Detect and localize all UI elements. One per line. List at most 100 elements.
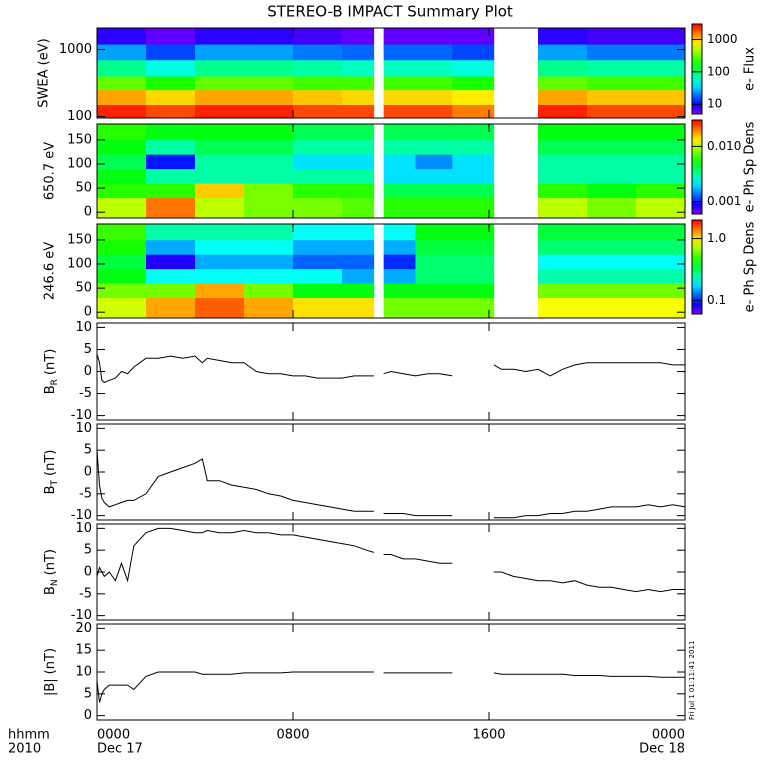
heat-cell [195, 283, 245, 299]
data-line [493, 672, 685, 678]
heat-cell [587, 254, 637, 270]
heat-cell [146, 283, 196, 299]
heat-cell [146, 168, 196, 184]
data-line [493, 362, 685, 377]
heat-cell [195, 168, 245, 184]
heat-cell [244, 124, 294, 141]
heat-cell [415, 124, 453, 141]
heat-cell [97, 168, 147, 184]
heat-cell [383, 168, 416, 184]
heat-cell [293, 139, 343, 155]
heat-cell [244, 59, 294, 77]
data-line [96, 450, 374, 512]
y-tick-label: -5 [79, 586, 92, 601]
heat-cell [146, 124, 196, 141]
panel-frame [96, 223, 686, 319]
heat-cell [146, 76, 196, 91]
data-line [96, 671, 374, 703]
heat-cell [538, 283, 588, 299]
heat-cell [195, 104, 245, 119]
heat-cell [97, 89, 147, 106]
colorbar-tick-label: 0.1 [707, 293, 726, 307]
heat-cell [293, 268, 343, 284]
heat-cell [342, 139, 375, 155]
y-label-name: B [43, 385, 58, 394]
heat-cell [383, 28, 416, 45]
heat-cell [636, 283, 686, 299]
heat-cell [342, 124, 375, 141]
heat-cell [452, 297, 495, 319]
heat-cell [636, 297, 686, 319]
y-axis-label: BT (nT) [43, 450, 60, 495]
heat-cell [293, 254, 343, 270]
heat-cell [383, 183, 416, 199]
heat-cell [342, 59, 375, 77]
heat-cell [636, 104, 686, 119]
colorbar-tick-label: 1000 [707, 32, 738, 46]
heat-cell [146, 239, 196, 255]
heat-cell [195, 239, 245, 255]
heat-cell [293, 224, 343, 241]
heat-cell [244, 28, 294, 45]
heat-cell [415, 154, 453, 170]
y-tick-label: 0 [84, 565, 92, 580]
y-tick-label: 0 [84, 205, 92, 220]
heat-cell [293, 124, 343, 141]
heat-cell [452, 124, 495, 141]
y-tick-label: 50 [75, 181, 92, 196]
y-tick-label: 10 [75, 421, 92, 436]
heat-cell [383, 154, 416, 170]
heat-cell [195, 254, 245, 270]
heat-cell [244, 297, 294, 319]
y-tick-label: 150 [67, 232, 92, 247]
timestamp: Fri Jul 1 01:11:41 2011 [688, 641, 696, 720]
y-axis-label: 650.7 eV [43, 142, 58, 200]
heat-cell [587, 183, 637, 199]
colorbar-label: e- Flux [743, 47, 758, 91]
heat-cell [415, 44, 453, 61]
heat-cell [538, 197, 588, 219]
heat-cell [636, 28, 686, 45]
heat-cell [195, 183, 245, 199]
colorbar-tick-label: 0.010 [707, 139, 741, 153]
heat-cell [452, 104, 495, 119]
heat-cell [244, 183, 294, 199]
heat-cell [538, 28, 588, 45]
heat-cell [293, 168, 343, 184]
colorbar-tick-label: 1.0 [707, 231, 726, 245]
heat-cell [452, 224, 495, 241]
heat-cell [342, 44, 375, 61]
heat-cell [415, 268, 453, 284]
date-label: Dec 17 [97, 742, 143, 757]
heat-cell [538, 59, 588, 77]
heat-cell [415, 297, 453, 319]
heat-cell [538, 183, 588, 199]
heat-cell [415, 254, 453, 270]
heat-cell [293, 76, 343, 91]
heat-cell [538, 154, 588, 170]
heat-cell [97, 183, 147, 199]
heat-cell [415, 28, 453, 45]
heat-cell [97, 239, 147, 255]
heat-cell [587, 154, 637, 170]
heat-cell [452, 268, 495, 284]
y-axis-label: SWEA (eV) [37, 38, 52, 107]
colorbar-tick-label: 10 [707, 97, 722, 111]
y-label-name: B [43, 485, 58, 494]
heat-cell [342, 28, 375, 45]
data-line [383, 554, 453, 564]
heat-cell [293, 239, 343, 255]
heat-cell [97, 283, 147, 299]
heat-cell [293, 28, 343, 45]
colorbar [691, 119, 703, 215]
heat-cell [97, 44, 147, 61]
y-tick-label: 5 [84, 443, 92, 458]
y-tick-label: 100 [67, 157, 92, 172]
y-label-sub: T [50, 479, 60, 486]
heat-cell [415, 76, 453, 91]
heat-cell [636, 224, 686, 241]
heat-cell [244, 197, 294, 219]
heat-cell [452, 239, 495, 255]
heat-cell [452, 283, 495, 299]
heat-cell [293, 104, 343, 119]
